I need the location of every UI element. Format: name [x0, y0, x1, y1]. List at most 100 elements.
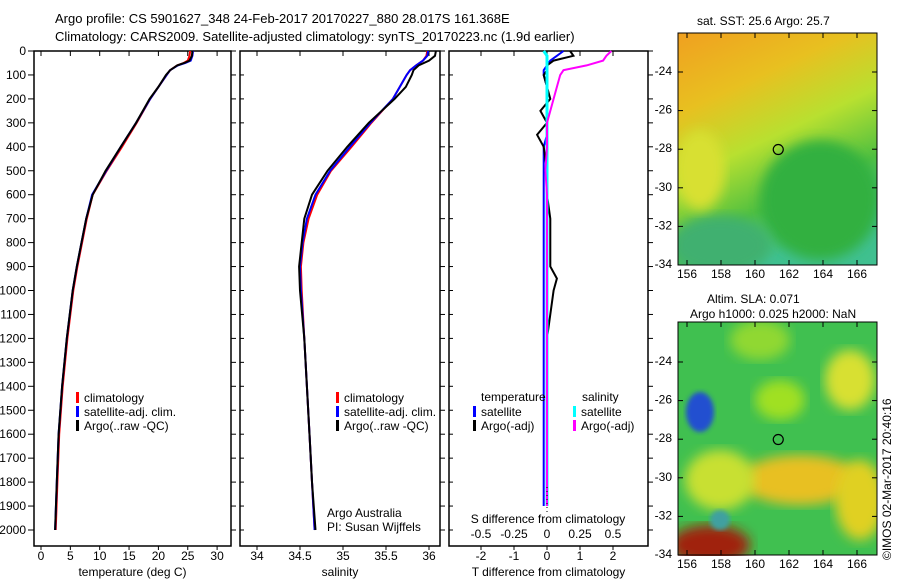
y-tick-label: 1600	[0, 427, 26, 441]
sla-blob	[755, 380, 805, 420]
sla-blob	[730, 322, 790, 360]
lat-tick-label: -28	[655, 141, 673, 155]
x2-tick-label: -0.25	[500, 527, 528, 541]
x2-tick-label: 0.5	[605, 527, 622, 541]
sla-map-title-1: Altim. SLA: 0.071	[707, 292, 800, 306]
sla-blob	[740, 455, 860, 505]
lat-tick-label: -32	[655, 508, 673, 522]
sla-low-blob	[686, 392, 714, 432]
legend-swatch	[336, 406, 339, 417]
legend-label: Argo(-adj)	[481, 419, 534, 433]
series-line-climatology	[54, 50, 192, 531]
y-tick-label: 900	[6, 260, 26, 274]
y-tick-label: 1400	[0, 379, 26, 393]
legend-swatch	[336, 392, 339, 403]
lon-tick-label: 158	[711, 557, 731, 571]
y-tick-label: 700	[6, 212, 26, 226]
lon-tick-label: 162	[779, 267, 799, 281]
series-line-satellite-adj--clim-	[54, 50, 194, 531]
lat-tick-label: -34	[655, 257, 673, 271]
x-tick-label: 30	[210, 549, 224, 563]
y-tick-label: 0	[19, 44, 26, 58]
x-tick-label: 25	[181, 549, 195, 563]
sst-blob	[760, 140, 877, 260]
x-tick-label: 34.5	[288, 549, 312, 563]
sst-map: 156 158 160 162 164 166 -24 -26 -28 -30 -32 -34	[655, 32, 878, 281]
y-tick-label: 1900	[0, 499, 26, 513]
title-line-1: Argo profile: CS 5901627_348 24-Feb-2017…	[55, 11, 510, 26]
y-tick-label: 100	[6, 68, 26, 82]
sla-blob	[835, 460, 877, 540]
annotation-line-1: Argo Australia	[327, 506, 402, 520]
legend-swatch	[573, 406, 576, 417]
x-tick-label: 5	[67, 549, 74, 563]
legend-title-temperature: temperature	[481, 390, 546, 404]
legend-swatch	[76, 406, 79, 417]
legend-swatch	[336, 420, 339, 431]
y-tick-label: 1000	[0, 284, 26, 298]
y-tick-label: 200	[6, 92, 26, 106]
x-tick-label: 0	[38, 549, 45, 563]
lon-tick-label: 158	[711, 267, 731, 281]
lat-tick-label: -28	[655, 431, 673, 445]
sla-blob	[825, 350, 875, 410]
plot-frame	[33, 50, 232, 547]
legend-label: climatology	[84, 391, 144, 405]
plot-frame	[239, 50, 441, 547]
x2-axis-label: S difference from climatology	[471, 512, 626, 526]
lat-tick-label: -26	[655, 103, 673, 117]
map-image	[678, 33, 877, 265]
lon-tick-label: 166	[847, 267, 867, 281]
x2-tick-label: 0.25	[568, 527, 592, 541]
x-tick-label: 10	[93, 549, 107, 563]
legend-label: Argo(-adj)	[581, 419, 634, 433]
annotation-line-2: PI: Susan Wijffels	[327, 520, 421, 534]
sla-blob	[685, 450, 755, 510]
lat-tick-label: -26	[655, 393, 673, 407]
lat-tick-label: -30	[655, 180, 673, 194]
x-tick-label: 35	[336, 549, 350, 563]
series-line-t-argo--adj-	[535, 50, 576, 506]
legend-label: satellite-adj. clim.	[84, 405, 176, 419]
panel-difference: -2 -1 0 1 2 T difference from climatology	[448, 50, 653, 579]
series-line-satellite-adj--clim-	[298, 50, 430, 531]
lon-tick-label: 156	[677, 557, 697, 571]
lon-tick-label: 160	[745, 267, 765, 281]
legend-label: satellite-adj. clim.	[344, 405, 436, 419]
series-line-s-argo--adj-	[544, 50, 613, 506]
legend-label: Argo(..raw -QC)	[344, 419, 429, 433]
x-tick-label: -1	[509, 549, 520, 563]
x-axis-label: salinity	[322, 565, 359, 579]
legend-label: climatology	[344, 391, 404, 405]
y-tick-label: 500	[6, 164, 26, 178]
x-tick-label: 15	[122, 549, 136, 563]
lat-tick-label: -34	[655, 547, 673, 561]
legend-label: satellite	[481, 405, 522, 419]
x-tick-label: 2	[610, 549, 617, 563]
legend-label: satellite	[581, 405, 622, 419]
legend-swatch	[76, 420, 79, 431]
x-tick-label: 34	[250, 549, 264, 563]
lat-tick-label: -32	[655, 218, 673, 232]
y-tick-label: 1700	[0, 451, 26, 465]
x-tick-label: 0	[544, 549, 551, 563]
legend-label: Argo(..raw -QC)	[84, 419, 169, 433]
legend-swatch	[473, 420, 476, 431]
legend-swatch	[76, 392, 79, 403]
sst-map-title: sat. SST: 25.6 Argo: 25.7	[697, 14, 830, 28]
lon-tick-label: 156	[677, 267, 697, 281]
lon-tick-label: 166	[847, 557, 867, 571]
y-tick-label: 1800	[0, 475, 26, 489]
title-line-2: Climatology: CARS2009. Satellite-adjuste…	[55, 29, 575, 44]
sla-blob	[710, 510, 730, 530]
y-tick-label: 1500	[0, 403, 26, 417]
sla-map-title-2: Argo h1000: 0.025 h2000: NaN	[690, 307, 857, 321]
legend-swatch	[573, 420, 576, 431]
x-tick-label: 20	[152, 549, 166, 563]
x-tick-label: -2	[476, 549, 487, 563]
lat-tick-label: -30	[655, 470, 673, 484]
argo-location-marker	[772, 433, 784, 446]
